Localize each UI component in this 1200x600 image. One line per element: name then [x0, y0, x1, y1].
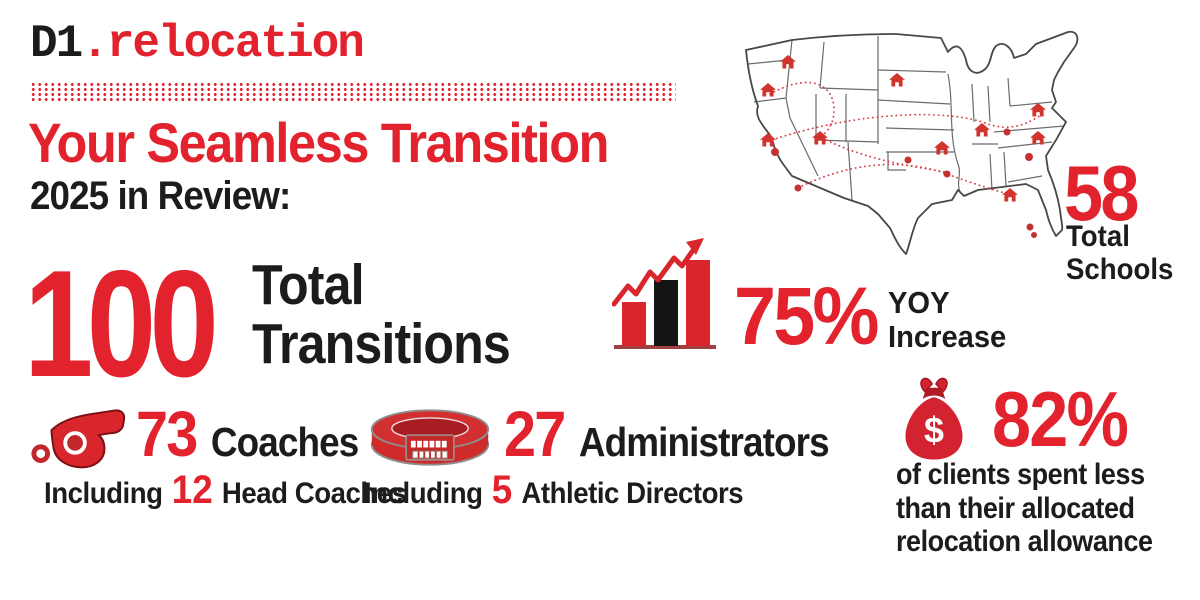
- money-bag-body: [905, 397, 963, 460]
- head-coaches-label: Head Coaches: [221, 477, 407, 510]
- total-transitions-label-line1: Total: [252, 253, 365, 317]
- bar-black: [654, 280, 678, 346]
- admins-label: Administrators: [578, 419, 830, 465]
- total-transitions-value: 100: [24, 239, 219, 409]
- location-dots: [771, 128, 1037, 238]
- money-bag-tie-right: [935, 377, 948, 393]
- relocation-arcs: [769, 81, 1047, 195]
- stadium-icon: [370, 409, 490, 466]
- athletic-directors-note: Including 5 Athletic Directors: [364, 468, 744, 512]
- schools-label-line2: Schools: [1066, 253, 1174, 286]
- coaches-label: Coaches: [210, 419, 359, 465]
- coaches-value: 73: [136, 398, 198, 470]
- yoy-label-line1: YOY: [888, 285, 950, 320]
- growth-arrow-head: [686, 238, 704, 255]
- brand-logo-relocation: .relocation: [81, 18, 365, 70]
- athletic-directors-value: 5: [491, 468, 513, 512]
- athletic-directors-prefix: Including: [364, 477, 483, 510]
- us-map-outline: [745, 30, 1079, 255]
- athletic-directors-label: Athletic Directors: [521, 477, 744, 510]
- allowance-line1: of clients spent less: [896, 458, 1145, 491]
- money-bag-neck: [922, 387, 946, 400]
- allowance-text: of clients spent less than their allocat…: [896, 458, 1153, 559]
- admins-stat: 27 Administrators: [504, 398, 830, 470]
- head-coaches-note: Including 12 Head Coaches: [44, 470, 407, 511]
- total-transitions-label: Total Transitions: [252, 253, 511, 377]
- yoy-label: YOY Increase: [888, 285, 1007, 355]
- stadium-windows: [410, 440, 447, 448]
- growth-arrow-line: [612, 243, 699, 307]
- brand-logo-d1: D1: [30, 18, 83, 70]
- house-icon: [1002, 188, 1018, 202]
- schools-label: Total Schools: [1066, 220, 1173, 286]
- yoy-value: 75%: [734, 271, 879, 362]
- schools-value: 58: [1064, 149, 1139, 237]
- whistle-ring: [31, 444, 51, 463]
- bar-red-1: [622, 302, 646, 346]
- money-bag-icon: $: [905, 377, 963, 460]
- us-map: [745, 30, 1079, 255]
- allowance-value: 82%: [992, 375, 1129, 463]
- allowance-line3: relocation allowance: [896, 525, 1153, 559]
- total-transitions-label-line2: Transitions: [252, 312, 511, 377]
- money-bag-tie-left: [920, 377, 933, 393]
- bar-red-2: [686, 260, 710, 346]
- allowance-line2: than their allocated: [896, 491, 1135, 525]
- whistle-icon: [31, 409, 126, 469]
- head-coaches-value: 12: [171, 468, 213, 512]
- dollar-icon: $: [924, 411, 944, 451]
- coaches-stat: 73 Coaches: [136, 398, 359, 470]
- stadium-gate-bars: [417, 451, 443, 458]
- page-title: Your Seamless Transition: [28, 111, 609, 174]
- schools-label-line1: Total: [1066, 220, 1130, 253]
- head-coaches-prefix: Including: [44, 477, 163, 510]
- page-subtitle: 2025 in Review:: [30, 174, 291, 218]
- whistle-body: [50, 409, 126, 469]
- dotted-divider: [30, 82, 676, 102]
- whistle-vent: [63, 431, 87, 455]
- bar-chart-icon: [612, 238, 716, 349]
- us-map-state-lines: [747, 36, 1065, 201]
- brand-logo: D1.relocation: [30, 18, 365, 70]
- yoy-label-line2: Increase: [888, 319, 1007, 355]
- admins-value: 27: [504, 398, 566, 470]
